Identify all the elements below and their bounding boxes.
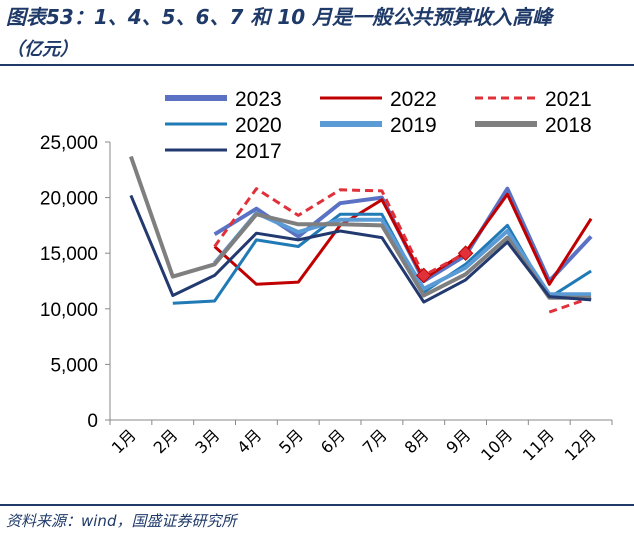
x-tick-label: 1月 — [108, 425, 140, 457]
source-note: 资料来源：wind，国盛证券研究所 — [6, 512, 237, 530]
x-tick-label: 2月 — [150, 425, 182, 457]
chart-unit: （亿元） — [6, 39, 78, 60]
legend-label-2021: 2021 — [545, 88, 592, 111]
x-tick-label: 4月 — [233, 425, 265, 457]
x-tick-label: 12月 — [561, 425, 600, 464]
data-marker — [415, 267, 432, 284]
legend-label-2022: 2022 — [390, 88, 437, 111]
y-tick-label: 25,000 — [40, 133, 98, 154]
series-line-2022 — [213, 192, 593, 286]
x-tick-label: 9月 — [442, 425, 474, 457]
x-tick-label: 6月 — [317, 425, 349, 457]
x-tick-label: 7月 — [359, 425, 391, 457]
x-tick-label: 8月 — [401, 425, 433, 457]
y-tick-label: 20,000 — [40, 189, 98, 210]
data-marker — [457, 245, 474, 261]
legend-label-2018: 2018 — [545, 114, 592, 137]
y-tick-label: 10,000 — [40, 300, 98, 321]
series-line-2019 — [213, 211, 592, 297]
legend-label-2023: 2023 — [235, 88, 282, 111]
y-tick-label: 15,000 — [40, 244, 98, 265]
legend-label-2020: 2020 — [235, 114, 282, 137]
legend-label-2019: 2019 — [390, 114, 437, 137]
x-tick-label: 11月 — [519, 425, 558, 464]
series-line-2018 — [129, 155, 592, 300]
source-rule — [0, 504, 634, 506]
chart-title: 图表53：1、4、5、6、7 和 10 月是一般公共预算收入高峰 — [6, 5, 553, 29]
legend-label-2017: 2017 — [235, 140, 282, 163]
y-tick-label: 0 — [87, 411, 98, 432]
x-tick-label: 10月 — [477, 425, 516, 464]
title-rule — [0, 64, 634, 66]
series-line-2017 — [129, 194, 592, 304]
x-tick-label: 3月 — [191, 425, 223, 457]
x-tick-label: 5月 — [275, 425, 307, 457]
y-tick-label: 5,000 — [50, 355, 98, 376]
